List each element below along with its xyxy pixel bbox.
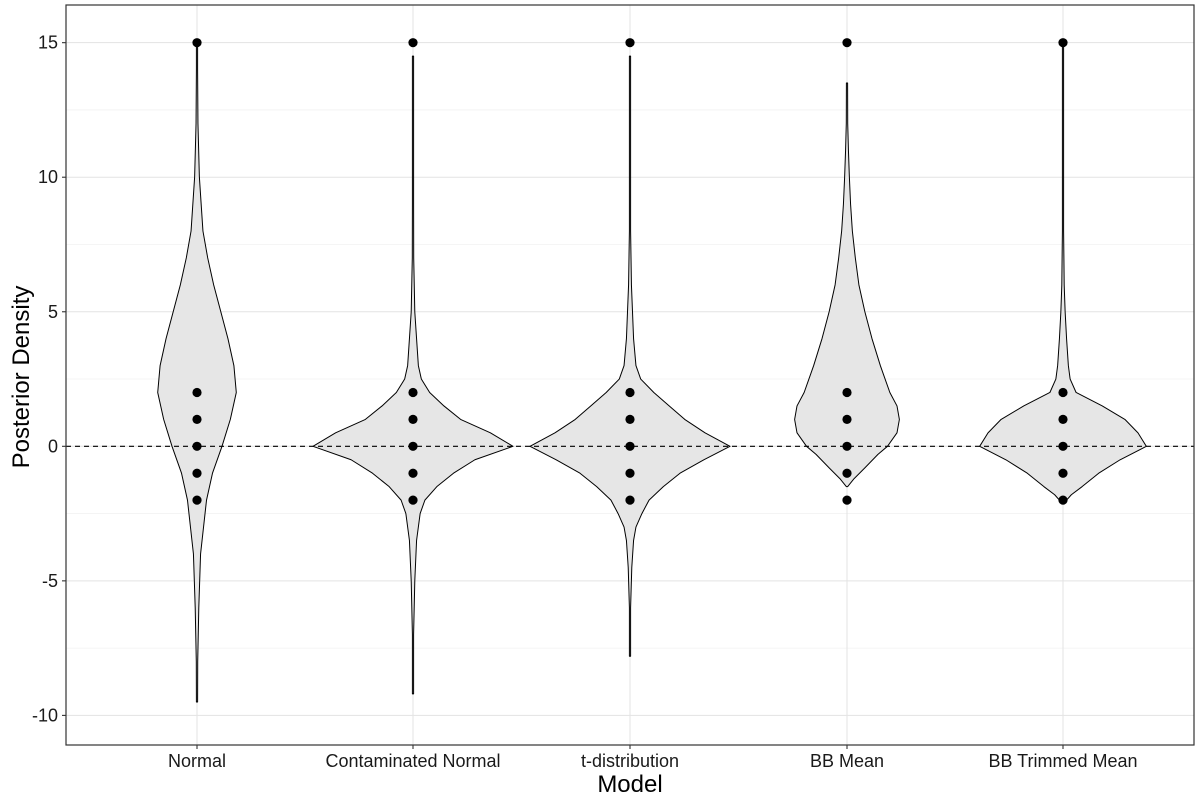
data-point bbox=[408, 387, 418, 398]
data-point bbox=[1058, 38, 1068, 48]
data-point bbox=[192, 441, 202, 451]
violin-shape bbox=[312, 55, 514, 695]
data-point bbox=[842, 38, 852, 48]
x-tick-label: Normal bbox=[168, 751, 226, 771]
data-point bbox=[1058, 495, 1068, 505]
data-point bbox=[192, 387, 202, 398]
data-point bbox=[842, 387, 852, 398]
data-point bbox=[625, 468, 635, 478]
data-point bbox=[192, 38, 202, 48]
x-tick-label: Contaminated Normal bbox=[325, 751, 500, 771]
data-point bbox=[625, 38, 635, 48]
data-point bbox=[1058, 468, 1068, 478]
data-point bbox=[408, 414, 418, 424]
data-point bbox=[408, 495, 418, 505]
data-point bbox=[408, 38, 418, 48]
point-layer bbox=[192, 38, 1068, 505]
x-axis-ticks: Normal Contaminated Normal t-distribution B… bbox=[168, 745, 1138, 771]
data-point bbox=[625, 441, 635, 451]
data-point bbox=[408, 441, 418, 451]
x-tick-label: BB Trimmed Mean bbox=[988, 751, 1137, 771]
data-point bbox=[1058, 441, 1068, 451]
data-point bbox=[1058, 414, 1068, 424]
data-point bbox=[192, 468, 202, 478]
data-point bbox=[842, 441, 852, 451]
y-tick-label: -10 bbox=[32, 705, 58, 725]
y-tick-label: 10 bbox=[38, 167, 58, 187]
y-tick-label: 5 bbox=[48, 302, 58, 322]
data-point bbox=[408, 468, 418, 478]
y-axis-ticks: -10 -5 0 5 10 15 bbox=[32, 33, 66, 725]
y-tick-label: 0 bbox=[48, 436, 58, 456]
data-point bbox=[192, 495, 202, 505]
violin-shape bbox=[529, 55, 731, 657]
data-point bbox=[625, 495, 635, 505]
data-point bbox=[1058, 387, 1068, 398]
data-point bbox=[625, 414, 635, 424]
x-axis-title: Model bbox=[597, 771, 662, 798]
y-tick-label: -5 bbox=[42, 571, 58, 591]
data-point bbox=[192, 414, 202, 424]
x-tick-label: t-distribution bbox=[581, 751, 679, 771]
violin-layer bbox=[157, 42, 1147, 703]
violin-shape bbox=[794, 82, 900, 488]
x-tick-label: BB Mean bbox=[810, 751, 884, 771]
data-point bbox=[842, 495, 852, 505]
data-point bbox=[842, 468, 852, 478]
data-point bbox=[625, 387, 635, 398]
y-axis-title: Posterior Density bbox=[8, 286, 35, 469]
data-point bbox=[842, 414, 852, 424]
y-tick-label: 15 bbox=[38, 33, 58, 53]
